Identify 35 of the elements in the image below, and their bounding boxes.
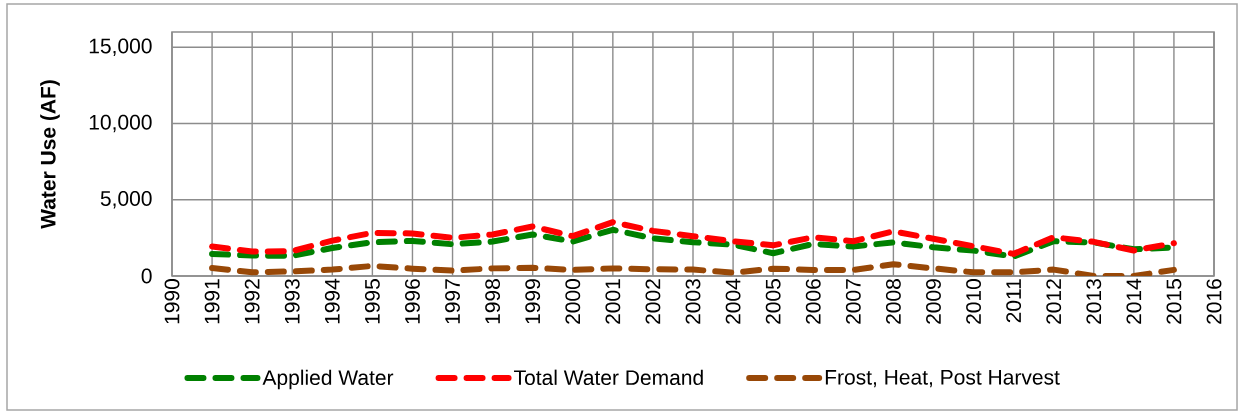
legend-label: Total Water Demand	[514, 369, 703, 386]
x-tick-label: 2005	[765, 279, 781, 324]
x-tick-label: 2009	[926, 279, 941, 324]
x-tick-label: 2013	[1086, 279, 1102, 324]
x-tick-label: 1994	[324, 278, 340, 324]
x-tick-label: 1995	[364, 279, 380, 324]
y-tick-label: 0	[141, 268, 152, 284]
x-tick-label: 2016	[1206, 279, 1222, 324]
x-tick-label: 1992	[244, 279, 260, 324]
x-tick-label: 1990	[164, 279, 180, 324]
x-tick-label: 2015	[1166, 279, 1182, 324]
x-tick-label: 1998	[485, 279, 501, 324]
x-tick-label: 2004	[725, 278, 741, 324]
x-tick-label: 2008	[885, 279, 901, 324]
x-tick-label: 2003	[685, 279, 701, 324]
y-axis-title: Water Use (AF)	[40, 80, 60, 229]
x-tick-label: 2000	[565, 279, 581, 324]
x-tick-label: 1996	[405, 279, 420, 324]
legend-label: Frost, Heat, Post Harvest	[825, 370, 1060, 388]
x-tick-label: 2014	[1126, 278, 1142, 324]
y-tick-label: 15,000	[89, 38, 152, 56]
x-tick-label: 1991	[204, 279, 220, 324]
legend-label: Applied Water	[262, 369, 394, 390]
x-tick-label: 1993	[284, 279, 300, 324]
x-tick-label: 1997	[445, 279, 460, 324]
x-tick-label: 2007	[845, 279, 861, 324]
x-tick-label: 2006	[805, 279, 821, 324]
x-tick-label: 2011	[1006, 279, 1022, 323]
x-tick-label: 2002	[645, 279, 661, 324]
x-tick-label: 2001	[605, 279, 621, 324]
x-tick-label: 2010	[966, 279, 981, 324]
x-tick-label: 2012	[1046, 279, 1062, 324]
y-tick-label: 10,000	[89, 114, 152, 133]
x-tick-label: 1999	[525, 279, 541, 324]
y-tick-label: 5,000	[100, 191, 152, 209]
